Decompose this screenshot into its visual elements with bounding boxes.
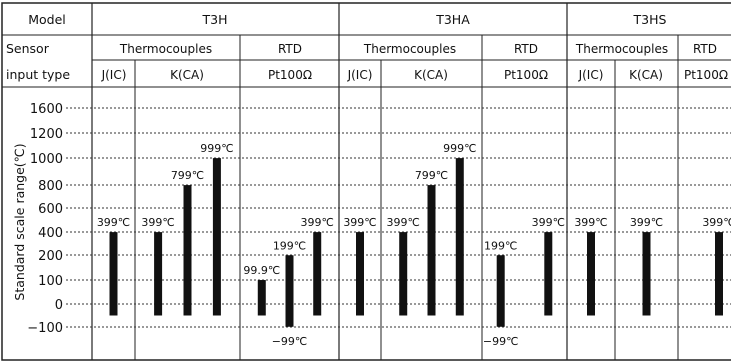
sensor-t3hs-j: J(IC) bbox=[578, 68, 604, 82]
y-tick-label: 100 bbox=[38, 274, 63, 289]
bar-min-label: −99℃ bbox=[272, 335, 308, 348]
y-tick-label: 600 bbox=[38, 202, 63, 217]
group-t3hs-tc: Thermocouples bbox=[575, 42, 668, 56]
range-bar bbox=[257, 280, 266, 316]
group-t3hs-rtd: RTD bbox=[693, 42, 717, 56]
bar-max-label: 399℃ bbox=[630, 216, 663, 229]
range-bar bbox=[313, 232, 322, 316]
sensor-t3ha-k: K(CA) bbox=[414, 68, 448, 82]
bar-max-label: 399℃ bbox=[387, 216, 420, 229]
sensor-t3ha-j: J(IC) bbox=[347, 68, 373, 82]
bar-max-label: 799℃ bbox=[171, 169, 204, 182]
sensor-label-line2: input type bbox=[6, 67, 70, 82]
range-bar bbox=[285, 255, 294, 327]
range-bar bbox=[544, 232, 553, 316]
model-t3h: T3H bbox=[202, 12, 228, 27]
range-bar bbox=[587, 232, 595, 316]
bar-max-label: 399℃ bbox=[301, 216, 334, 229]
range-bar bbox=[715, 232, 723, 316]
sensor-t3h-pt: Pt100Ω bbox=[268, 68, 312, 82]
y-tick-label: 1600 bbox=[30, 102, 63, 117]
y-axis-title: Standard scale range(℃) bbox=[12, 143, 27, 300]
bar-max-label: 399℃ bbox=[532, 216, 565, 229]
range-bar bbox=[183, 185, 192, 316]
sensor-t3h-j: J(IC) bbox=[101, 68, 127, 82]
group-t3h-tc: Thermocouples bbox=[119, 42, 212, 56]
sensor-label-line1: Sensor bbox=[6, 41, 50, 56]
y-tick-label: 1000 bbox=[30, 152, 63, 167]
y-tick-label: 200 bbox=[38, 249, 63, 264]
model-t3hs: T3HS bbox=[633, 12, 667, 27]
range-bar bbox=[427, 185, 436, 316]
range-bar bbox=[109, 232, 118, 316]
bar-max-label: 999℃ bbox=[200, 142, 233, 155]
model-label: Model bbox=[28, 12, 66, 27]
y-tick-label: 800 bbox=[38, 179, 63, 194]
bar-max-label: 399℃ bbox=[343, 216, 376, 229]
range-bar bbox=[455, 158, 464, 316]
group-t3h-rtd: RTD bbox=[278, 42, 302, 56]
bar-max-label: 999℃ bbox=[443, 142, 476, 155]
bar-min-label: −99℃ bbox=[483, 335, 519, 348]
sensor-t3hs-pt: Pt100Ω bbox=[684, 68, 728, 82]
range-bar bbox=[399, 232, 408, 316]
group-t3ha-tc: Thermocouples bbox=[363, 42, 456, 56]
bar-max-label: 399℃ bbox=[574, 216, 607, 229]
range-bar bbox=[212, 158, 221, 316]
bar-max-label: 199℃ bbox=[273, 239, 306, 252]
range-bar bbox=[642, 232, 651, 316]
sensor-t3ha-pt: Pt100Ω bbox=[504, 68, 548, 82]
sensor-t3hs-k: K(CA) bbox=[629, 68, 663, 82]
group-t3ha-rtd: RTD bbox=[514, 42, 538, 56]
sensor-t3h-k: K(CA) bbox=[170, 68, 204, 82]
y-tick-label: 400 bbox=[38, 226, 63, 241]
bar-max-label: 399℃ bbox=[97, 216, 130, 229]
range-bar bbox=[154, 232, 163, 316]
y-tick-label: 0 bbox=[55, 298, 63, 313]
model-t3ha: T3HA bbox=[435, 12, 470, 27]
range-bar bbox=[496, 255, 505, 327]
y-tick-label: 1200 bbox=[30, 127, 63, 142]
range-bar bbox=[356, 232, 364, 316]
bar-max-label: 199℃ bbox=[484, 239, 517, 252]
bar-max-label: 399℃ bbox=[141, 216, 174, 229]
bar-max-label: 399℃ bbox=[702, 216, 731, 229]
y-tick-label: −100 bbox=[27, 321, 63, 336]
bar-max-label: 799℃ bbox=[415, 169, 448, 182]
bar-max-label: 99.9℃ bbox=[243, 264, 280, 277]
